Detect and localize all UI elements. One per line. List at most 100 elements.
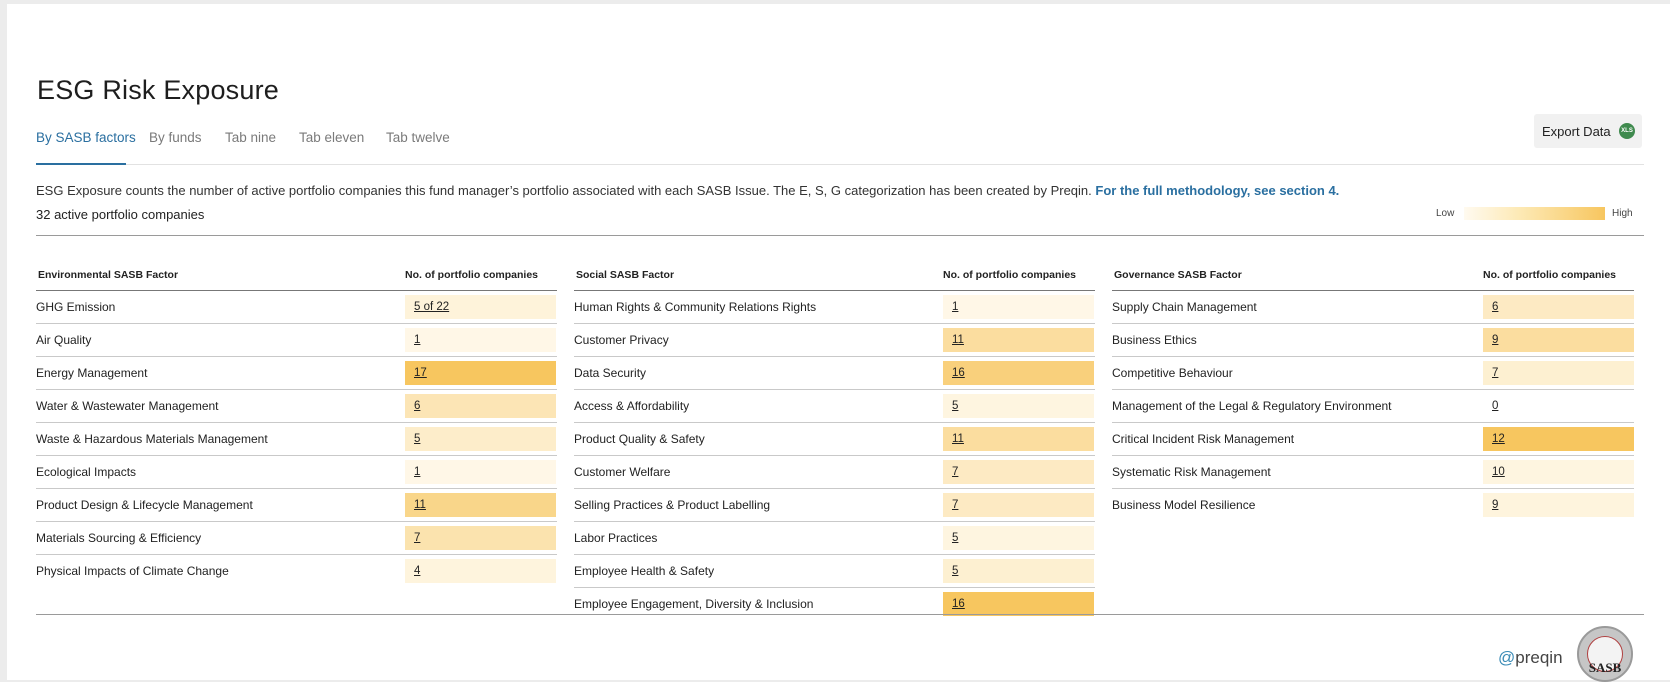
count-cell[interactable]: 1 [405,460,556,484]
factor-name: Business Ethics [1112,333,1197,347]
factor-name: Employee Engagement, Diversity & Inclusi… [574,597,814,611]
social-header-rule [574,290,1095,291]
social-table-row: Customer Privacy 11 [574,324,1095,357]
social-table-row: Access & Affordability 5 [574,390,1095,423]
environmental-table-row: Waste & Hazardous Materials Management 5 [36,423,557,456]
governance-table-row: Critical Incident Risk Management 12 [1112,423,1634,456]
environmental-header-rule [36,290,557,291]
count-value: 10 [1492,466,1505,478]
governance-table-row: Competitive Behaviour 7 [1112,357,1634,390]
social-table-row: Employee Engagement, Diversity & Inclusi… [574,588,1095,620]
tab-twelve[interactable]: Tab twelve [386,130,450,145]
tab-by-sasb-factors[interactable]: By SASB factors [36,130,136,145]
tab-nine[interactable]: Tab nine [225,130,277,145]
preqin-logo-text: preqin [1515,648,1563,667]
social-rows: Human Rights & Community Relations Right… [574,291,1095,620]
environmental-column-header: Environmental SASB Factor No. of portfol… [36,266,557,290]
count-value: 17 [414,367,427,379]
factor-name: GHG Emission [36,300,116,314]
tab-eleven[interactable]: Tab eleven [299,130,365,145]
environmental-table-row: Ecological Impacts 1 [36,456,557,489]
count-cell[interactable]: 4 [405,559,556,583]
count-cell[interactable]: 12 [1483,427,1634,451]
count-cell[interactable]: 7 [405,526,556,550]
factor-name: Materials Sourcing & Efficiency [36,531,202,545]
factor-name: Supply Chain Management [1112,300,1257,314]
count-value: 5 [952,532,959,544]
governance-rows: Supply Chain Management 6 Business Ethics 9… [1112,291,1634,521]
governance-table-row: Business Ethics 9 [1112,324,1634,357]
social-table-row: Customer Welfare 7 [574,456,1095,489]
count-cell[interactable]: 1 [943,295,1094,319]
governance-table-row: Management of the Legal & Regulatory Env… [1112,390,1634,423]
page-title: ESG Risk Exposure [37,75,279,105]
environmental-table-row: GHG Emission 5 of 22 [36,291,557,324]
factor-name: Customer Welfare [574,465,671,479]
active-companies-count: 32 active portfolio companies [36,207,205,222]
environmental-column: Environmental SASB Factor No. of portfol… [36,266,557,587]
factor-name: Competitive Behaviour [1112,366,1233,380]
count-value: 6 [1492,301,1499,313]
count-cell[interactable]: 5 [943,526,1094,550]
environmental-count-header: No. of portfolio companies [405,269,538,281]
sasb-logo-text: SASB [1588,660,1622,675]
social-column: Social SASB Factor No. of portfolio comp… [574,266,1095,620]
count-cell[interactable]: 16 [943,361,1094,385]
legend-high-label: High [1612,208,1633,219]
count-cell[interactable]: 6 [405,394,556,418]
count-cell[interactable]: 11 [405,493,556,517]
environmental-table-row: Energy Management 17 [36,357,557,390]
esg-card [7,4,1670,680]
footer-divider [36,614,1644,615]
count-cell[interactable]: 9 [1483,328,1634,352]
count-cell[interactable]: 7 [1483,361,1634,385]
factor-name: Business Model Resilience [1112,498,1256,512]
xls-icon: XLS [1619,123,1635,139]
legend-low-label: Low [1436,208,1455,219]
count-cell[interactable]: 11 [943,328,1094,352]
tab-by-funds[interactable]: By funds [149,130,202,145]
count-cell[interactable]: 6 [1483,295,1634,319]
count-value: 9 [1492,499,1499,511]
environmental-table-row: Physical Impacts of Climate Change 4 [36,555,557,587]
factor-name: Water & Wastewater Management [36,399,219,413]
description: ESG Exposure counts the number of active… [36,183,1339,198]
factor-name: Critical Incident Risk Management [1112,432,1295,446]
governance-header-rule [1112,290,1634,291]
count-value: 5 [952,565,959,577]
count-cell[interactable]: 5 [943,394,1094,418]
count-value: 6 [414,400,421,412]
count-cell[interactable]: 16 [943,592,1094,616]
export-data-button[interactable]: Export Data XLS [1534,114,1642,148]
count-cell[interactable]: 7 [943,460,1094,484]
count-value: 5 of 22 [414,301,450,313]
count-value: 11 [414,499,426,511]
preqin-logo: @preqin [1498,648,1563,667]
header-divider [36,235,1644,236]
count-value: 7 [1492,367,1499,379]
count-cell[interactable]: 11 [943,427,1094,451]
factor-name: Human Rights & Community Relations Right… [574,300,817,314]
methodology-link[interactable]: For the full methodology, see section 4. [1095,183,1340,198]
governance-table-row: Business Model Resilience 9 [1112,489,1634,521]
factor-name: Selling Practices & Product Labelling [574,498,771,512]
factor-name: Labor Practices [574,531,658,545]
export-data-label: Export Data [1542,124,1611,139]
governance-column-header: Governance SASB Factor No. of portfolio … [1112,266,1634,290]
count-value: 0 [1492,400,1499,412]
social-table-row: Data Security 16 [574,357,1095,390]
count-cell[interactable]: 10 [1483,460,1634,484]
count-cell[interactable]: 0 [1483,394,1634,418]
sasb-seal-inner [1587,636,1623,672]
count-cell[interactable]: 17 [405,361,556,385]
count-cell[interactable]: 1 [405,328,556,352]
environmental-factor-header: Environmental SASB Factor [38,269,179,281]
count-cell[interactable]: 5 [405,427,556,451]
count-cell[interactable]: 5 of 22 [405,295,556,319]
governance-count-header: No. of portfolio companies [1483,269,1616,281]
count-cell[interactable]: 9 [1483,493,1634,517]
count-cell[interactable]: 5 [943,559,1094,583]
social-table-row: Labor Practices 5 [574,522,1095,555]
count-cell[interactable]: 7 [943,493,1094,517]
active-tab-indicator [36,163,126,165]
